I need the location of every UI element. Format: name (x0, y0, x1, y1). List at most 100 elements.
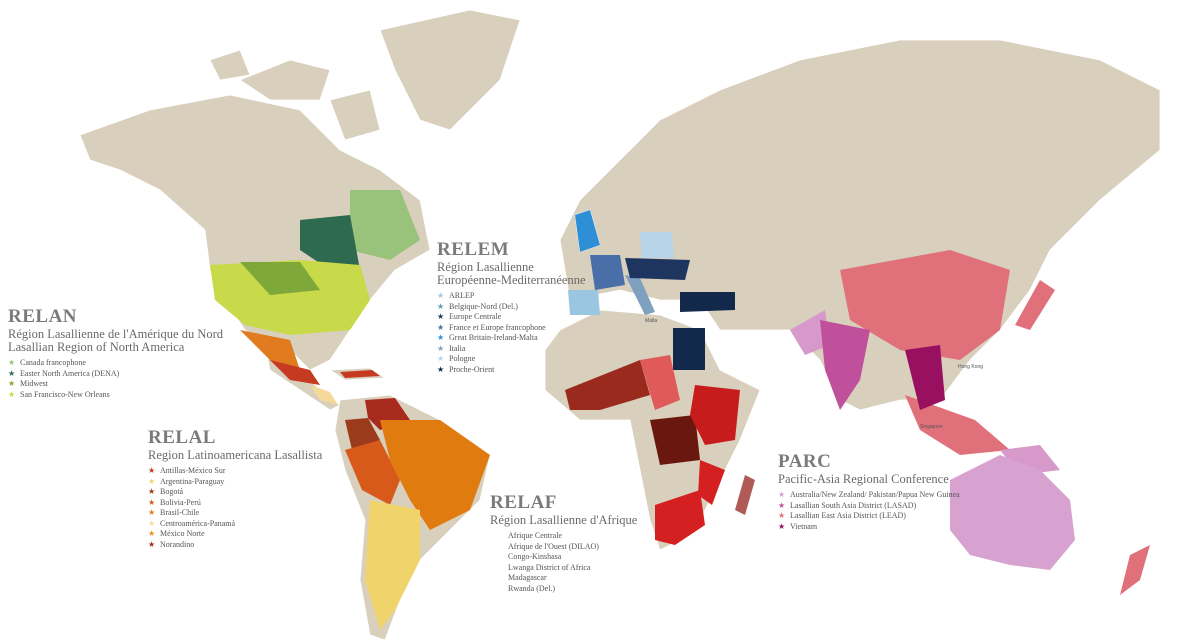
district-name: Easter North America (DENA) (20, 368, 120, 378)
district-name: Proche-Orient (449, 364, 495, 374)
district-name: México Norte (160, 529, 205, 538)
district-name: Brasil-Chile (160, 508, 200, 517)
region-name: Région Lasallienne de l'Amérique du Nord (8, 327, 224, 341)
district: ★ Lasallian East Asia District (LEAD) (778, 511, 968, 522)
region-name: Lasallian Region of North America (8, 340, 185, 354)
district-name: Pologne (449, 354, 476, 363)
district: ★ Italia (437, 344, 586, 355)
star-icon: ★ (8, 379, 16, 388)
district: ★ Bogotá (148, 487, 322, 498)
region-name: Région Lasallienne d'Afrique (490, 513, 638, 527)
region-items: ★ Australia/New Zealand/ Pakistan/Papua N… (778, 490, 968, 532)
district-name: Rwanda (Del.) (508, 583, 556, 593)
star-icon: ★ (437, 364, 445, 374)
district: ★ Canada francophone (8, 358, 223, 369)
district-name: Australia/New Zealand/ Pakistan/Papua Ne… (790, 490, 960, 499)
district: Rwanda (Del.) (490, 584, 637, 595)
district-name: San Francisco-New Orleans (20, 389, 110, 399)
district-name: Vietnam (790, 521, 818, 531)
district-name: Madagascar (508, 573, 547, 582)
district-name: Belgique-Nord (Del.) (449, 301, 518, 311)
star-icon: ★ (778, 511, 786, 520)
star-icon: ★ (437, 333, 445, 342)
district: Congo-Kinshasa (490, 552, 637, 563)
region-items: ★ Antillas-México Sur ★ Argentina-Paraguay ★… (148, 466, 322, 550)
map-label: Hong Kong (958, 364, 983, 370)
star-icon: ★ (148, 508, 156, 517)
star-icon: ★ (148, 476, 156, 486)
district: ★ Great Britain-Ireland-Malta (437, 333, 586, 344)
legend-relaf: RELAF Région Lasallienne d'Afrique Afrique… (490, 492, 637, 594)
district: Afrique Centrale (490, 531, 637, 542)
district: ★ Europe Centrale (437, 312, 586, 323)
district: ★ Easter North America (DENA) (8, 369, 223, 380)
regions (210, 190, 1150, 630)
district-name: Bogotá (160, 487, 184, 496)
region-acronym: RELEM (437, 239, 510, 260)
district-name: ARLEP (449, 291, 475, 300)
district-name: Norandino (160, 539, 195, 549)
district: ★ Norandino (148, 540, 322, 551)
district: ★ Belgique-Nord (Del.) (437, 302, 586, 313)
district-name: Bolivia-Perú (160, 497, 201, 507)
district: ★ France et Europe francophone (437, 323, 586, 334)
district-name: France et Europe francophone (449, 322, 546, 332)
star-icon: ★ (437, 343, 445, 353)
district: ★ Pologne (437, 354, 586, 365)
district: ★ México Norte (148, 529, 322, 540)
district-name: Afrique de l'Ouest (DILAO) (508, 541, 599, 551)
region-acronym: RELAF (490, 492, 557, 513)
star-icon: ★ (148, 518, 156, 528)
star-icon: ★ (778, 500, 786, 510)
region-name: Région Lasallienne (437, 260, 534, 274)
legend-relem: RELEM Région Lasallienne Européenne-Medite… (437, 239, 586, 375)
star-icon: ★ (778, 521, 786, 531)
district-name: Congo-Kinshasa (508, 552, 562, 561)
star-icon: ★ (148, 487, 156, 496)
region-name: Pacific-Asia Regional Conference (778, 472, 949, 486)
district: ★ Vietnam (778, 522, 968, 533)
district-name: Canada francophone (20, 358, 86, 367)
district-name: Lwanga District of Africa (508, 562, 591, 572)
star-icon: ★ (148, 539, 156, 549)
district: ★ Brasil-Chile (148, 508, 322, 519)
region-name: Region Latinoamericana Lasallista (148, 448, 323, 462)
region-items: ★ ARLEP ★ Belgique-Nord (Del.) ★ Europe Centr… (437, 291, 586, 375)
star-icon: ★ (437, 322, 445, 332)
star-icon: ★ (8, 368, 16, 378)
district: ★ Proche-Orient (437, 365, 586, 376)
star-icon: ★ (8, 389, 16, 399)
map-label: Malta (645, 318, 657, 324)
star-icon: ★ (437, 354, 445, 363)
legend-relal: RELAL Region Latinoamericana Lasallista ★ A… (148, 427, 322, 550)
district-name: Lasallian East Asia District (LEAD) (790, 511, 906, 520)
district-name: Argentina-Paraguay (160, 476, 225, 486)
district-name: Italia (449, 343, 466, 353)
district-name: Midwest (20, 379, 48, 388)
star-icon: ★ (437, 312, 445, 321)
star-icon: ★ (437, 301, 445, 311)
region-items: ★ Canada francophone ★ Easter North America… (8, 358, 223, 400)
district: ★ Argentina-Paraguay (148, 477, 322, 488)
district-name: Great Britain-Ireland-Malta (449, 333, 538, 342)
region-acronym: RELAN (8, 306, 78, 327)
district-name: Centroamérica-Panamá (160, 518, 236, 528)
legend-relan: RELAN Région Lasallienne de l'Amérique du… (8, 306, 223, 400)
star-icon: ★ (437, 291, 445, 300)
district: ★ Lasallian South Asia District (LASAD) (778, 501, 968, 512)
district: ★ Centroamérica-Panamá (148, 519, 322, 530)
star-icon: ★ (778, 490, 786, 499)
district: Afrique de l'Ouest (DILAO) (490, 542, 637, 553)
district: Madagascar (490, 573, 637, 584)
star-icon: ★ (148, 466, 156, 475)
star-icon: ★ (148, 497, 156, 507)
district: ★ Midwest (8, 379, 223, 390)
district: Lwanga District of Africa (490, 563, 637, 574)
region-acronym: RELAL (148, 427, 216, 448)
district-name: Europe Centrale (449, 312, 502, 321)
district: ★ ARLEP (437, 291, 586, 302)
district: ★ Antillas-México Sur (148, 466, 322, 477)
star-icon: ★ (148, 529, 156, 538)
